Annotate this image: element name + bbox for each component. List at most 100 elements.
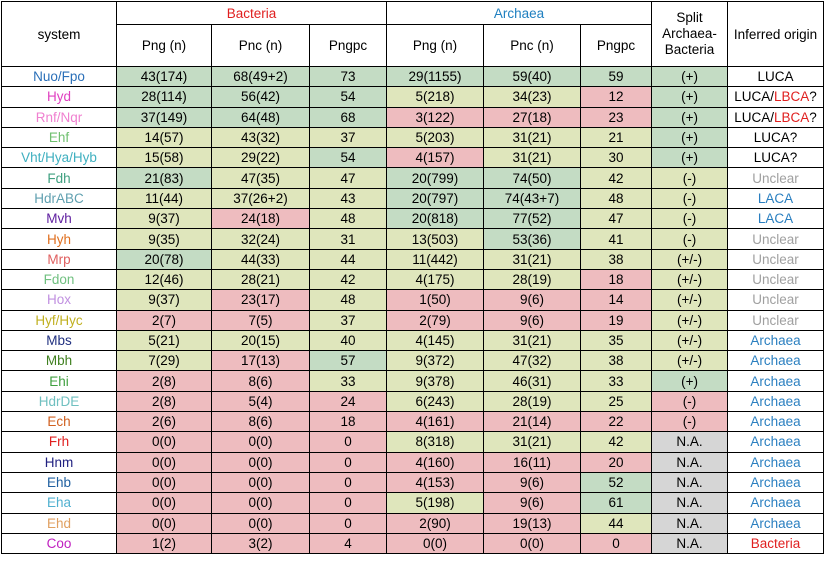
origin-part: Unclear xyxy=(752,292,799,308)
archaea-pnc-cell: 9(6) xyxy=(483,289,581,311)
system-name-part: / xyxy=(57,69,62,85)
archaea-png-cell: 1(50) xyxy=(386,289,484,311)
bacteria-pnc-cell: 44(33) xyxy=(211,248,310,270)
origin-part: ? xyxy=(809,89,817,105)
origin-part: Archaea xyxy=(750,454,801,470)
bacteria-pngpc-cell: 0 xyxy=(309,471,387,494)
system-name-cell: Hyd xyxy=(1,86,117,108)
origin-part: Archaea xyxy=(750,333,801,348)
split-cell: (+) xyxy=(651,65,729,88)
bacteria-png-cell: 1(2) xyxy=(116,532,212,555)
table-row: Hyd 28(114) 56(42) 54 5(218) 34(23) 12 (+) LUCA/… xyxy=(1,86,824,108)
archaea-pnc-cell: 27(18) xyxy=(483,106,581,128)
table-row: Hox 9(37) 23(17) 48 1(50) 9(6) 14 (+/-) Unclear xyxy=(1,289,824,311)
archaea-pngpc-cell: 35 xyxy=(579,329,653,352)
bacteria-png-cell: 43(174) xyxy=(116,65,212,88)
header-bacteria: Bacteria xyxy=(116,1,387,25)
bacteria-pngpc-cell: 0 xyxy=(309,431,387,453)
origin-part: LUCA xyxy=(757,69,794,85)
table-row: HdrDE 2(8) 5(4) 24 6(243) 28(19) 25 (-) Archaea xyxy=(1,390,824,413)
system-name-cell: Fdh xyxy=(1,167,117,189)
split-cell: (+) xyxy=(651,106,729,128)
system-name-part: Mvh xyxy=(46,211,72,227)
archaea-pnc-cell: 31(21) xyxy=(483,248,581,270)
archaea-pngpc-cell: 19 xyxy=(579,309,653,331)
bacteria-pngpc-cell: 48 xyxy=(309,208,387,230)
archaea-pnc-cell: 9(6) xyxy=(483,492,581,514)
archaea-png-cell: 5(198) xyxy=(386,492,484,514)
split-cell: (-) xyxy=(651,390,729,413)
bacteria-pnc-cell: 0(0) xyxy=(211,431,310,453)
table-row: Ech 2(6) 8(6) 18 4(161) 21(14) 22 (-) Archaea xyxy=(1,411,824,433)
origin-part: LUCA? xyxy=(753,130,798,146)
system-name-part: Mbs xyxy=(46,333,72,348)
archaea-pngpc-cell: 61 xyxy=(579,492,653,514)
bacteria-pnc-cell: 0(0) xyxy=(211,492,310,514)
table-row: Fdon 12(46) 28(21) 42 4(175) 28(19) 18 (+/-) Unc… xyxy=(1,268,824,291)
bacteria-pngpc-cell: 37 xyxy=(309,309,387,331)
archaea-pnc-cell: 31(21) xyxy=(483,329,581,352)
split-cell: (+/-) xyxy=(651,268,729,291)
bacteria-pngpc-cell: 54 xyxy=(309,86,387,108)
archaea-pnc-cell: 31(21) xyxy=(483,147,581,169)
archaea-pnc-cell: 0(0) xyxy=(483,532,581,555)
bacteria-pnc-cell: 7(5) xyxy=(211,309,310,331)
bacteria-pnc-cell: 32(24) xyxy=(211,228,310,250)
system-name-cell: Ehb xyxy=(1,471,117,494)
archaea-pngpc-cell: 0 xyxy=(579,532,653,555)
archaea-pnc-cell: 28(19) xyxy=(483,268,581,291)
origin-part: Archaea xyxy=(750,393,801,409)
table-body: Nuo/Fpo 43(174) 68(49+2) 73 29(1155) 59(40) 59… xyxy=(1,65,824,555)
split-cell: (+/-) xyxy=(651,350,729,372)
table-row: Hnm 0(0) 0(0) 0 4(160) 16(11) 20 N.A. Archaea xyxy=(1,451,824,473)
bacteria-pnc-cell: 0(0) xyxy=(211,471,310,494)
comparison-table: system Bacteria Archaea Split Archaea- B… xyxy=(1,1,824,555)
table-row: Mvh 9(37) 24(18) 48 20(818) 77(52) 47 (-) LACA xyxy=(1,208,824,230)
bacteria-pnc-cell: 28(21) xyxy=(211,268,310,291)
origin-cell: Unclear xyxy=(727,268,824,291)
archaea-png-cell: 8(318) xyxy=(386,431,484,453)
table-row: Fdh 21(83) 47(35) 47 20(799) 74(50) 42 (-) Uncle… xyxy=(1,167,824,189)
table-row: Ehi 2(8) 8(6) 33 9(378) 46(31) 33 (+) Archaea xyxy=(1,370,824,392)
system-name-part: Vht/Hya/Hyb xyxy=(21,150,97,166)
table-row: Vht/Hya/Hyb 15(58) 29(22) 54 4(157) 31(21) 30(… xyxy=(1,147,824,169)
bacteria-png-cell: 0(0) xyxy=(116,431,212,453)
archaea-pnc-cell: 46(31) xyxy=(483,370,581,392)
split-cell: (-) xyxy=(651,167,729,189)
origin-part: Archaea xyxy=(750,475,801,491)
header-bacteria-pnc: Pnc (n) xyxy=(211,24,310,67)
system-name-part: Mbh xyxy=(45,353,73,369)
system-name-part: Fdon xyxy=(43,272,75,288)
system-name-cell: Ehf xyxy=(1,126,117,149)
origin-part: Archaea xyxy=(750,434,801,450)
table-row: Nuo/Fpo 43(174) 68(49+2) 73 29(1155) 59(40) 59… xyxy=(1,65,824,88)
bacteria-pnc-cell: 8(6) xyxy=(211,411,310,433)
origin-cell: Archaea xyxy=(727,471,824,494)
bacteria-pnc-cell: 68(49+2) xyxy=(211,65,310,88)
archaea-png-cell: 9(372) xyxy=(386,350,484,372)
archaea-png-cell: 20(799) xyxy=(386,167,484,189)
archaea-png-cell: 11(442) xyxy=(386,248,484,270)
table-row: Mbh 7(29) 17(13) 57 9(372) 47(32) 38 (+/-) Archa… xyxy=(1,350,824,372)
origin-part: Archaea xyxy=(750,414,801,430)
system-name-part: Rnf/Nqr xyxy=(35,109,83,125)
archaea-pnc-cell: 77(52) xyxy=(483,208,581,230)
bacteria-pnc-cell: 8(6) xyxy=(211,370,310,392)
bacteria-png-cell: 28(114) xyxy=(116,86,212,108)
origin-part: Unclear xyxy=(752,312,799,328)
bacteria-pnc-cell: 23(17) xyxy=(211,289,310,311)
origin-part: Unclear xyxy=(752,170,799,186)
archaea-pnc-cell: 53(36) xyxy=(483,228,581,250)
header-split: Split Archaea- Bacteria xyxy=(651,1,729,67)
origin-cell: Archaea xyxy=(727,431,824,453)
archaea-png-cell: 2(79) xyxy=(386,309,484,331)
bacteria-pngpc-cell: 43 xyxy=(309,187,387,210)
bacteria-pnc-cell: 43(32) xyxy=(211,126,310,149)
origin-part: LBCA xyxy=(774,109,810,125)
bacteria-png-cell: 9(35) xyxy=(116,228,212,250)
system-name-part: Ehi xyxy=(49,373,69,389)
bacteria-pnc-cell: 24(18) xyxy=(211,208,310,230)
archaea-pnc-cell: 21(14) xyxy=(483,411,581,433)
table-row: Hyh 9(35) 32(24) 31 13(503) 53(36) 41 (-) Unclea… xyxy=(1,228,824,250)
origin-cell: Archaea xyxy=(727,329,824,352)
